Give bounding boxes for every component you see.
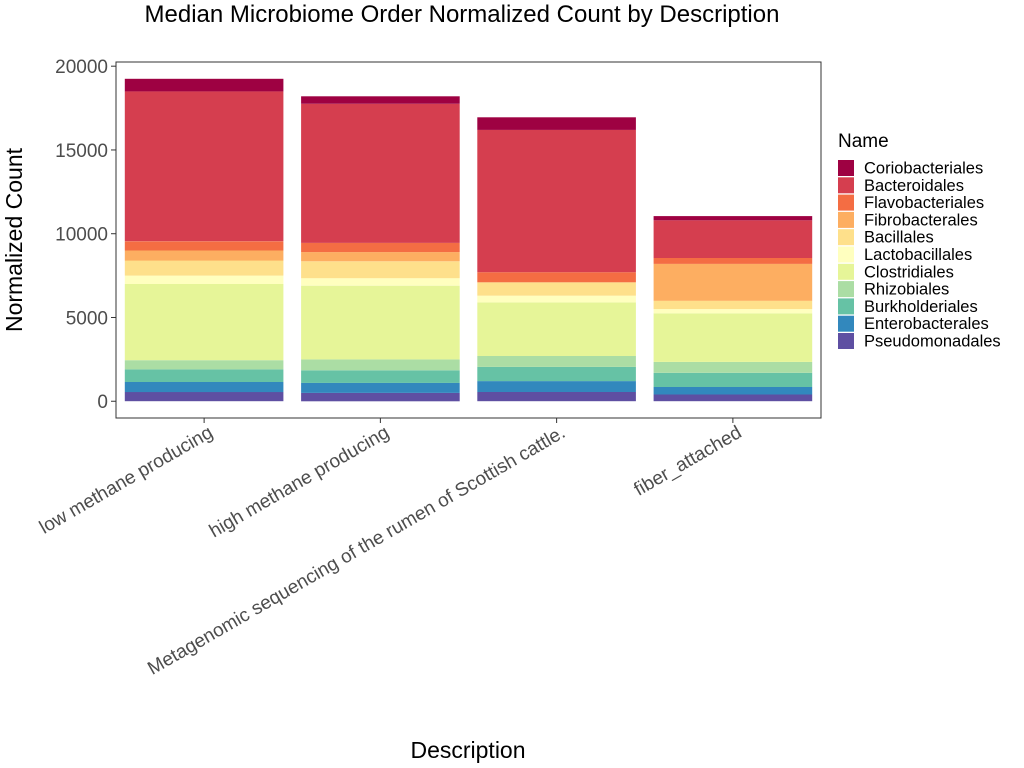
bar-segment-clostridiales-3	[477, 302, 636, 356]
y-tick-label: 20000	[55, 57, 108, 78]
legend-label: Pseudomonadales	[864, 333, 1001, 351]
legend-swatch	[838, 160, 854, 176]
legend-label: Fibrobacterales	[864, 211, 978, 229]
legend-label: Clostridiales	[864, 263, 954, 281]
bar-segment-flavobacterales-4	[653, 258, 813, 264]
legend-swatch	[838, 263, 854, 280]
legend-swatch	[838, 298, 854, 315]
legend-label: Lactobacillales	[864, 246, 972, 264]
x-tick-label: fiber_attached	[631, 422, 746, 500]
bar-segment-rhizobiales-2	[301, 359, 460, 371]
legend-swatch	[838, 333, 854, 349]
legend-swatch	[838, 177, 854, 194]
bar-segment-pseudomonadales-2	[301, 392, 460, 402]
bar-segment-coriobacteriales-4	[653, 216, 813, 221]
bar-segment-bacteroidales-3	[477, 129, 636, 273]
bar-segment-pseudomonadales-1	[124, 392, 284, 402]
y-tick-label: 15000	[55, 141, 108, 162]
legend-label: Flavobacteriales	[864, 194, 984, 212]
bar-segment-flavobacterales-2	[301, 242, 460, 253]
bar-segment-enterobacterales-3	[477, 381, 636, 392]
y-tick-label: 0	[97, 392, 108, 413]
legend-swatch	[838, 246, 854, 263]
bar-segment-bacteroidales-2	[301, 103, 460, 243]
bar-segment-bacteroidales-1	[124, 91, 284, 242]
bar-segment-rhizobiales-4	[653, 361, 813, 373]
bar-segment-pseudomonadales-3	[477, 392, 636, 402]
legend-label: Burkholderiales	[864, 298, 978, 316]
bar-segment-burkholderiales-1	[124, 369, 284, 382]
bar-segment-clostridiales-2	[301, 285, 460, 360]
legend-swatch	[838, 315, 854, 332]
bar-segment-coriobacteriales-1	[124, 78, 284, 92]
bar-segment-flavobacterales-3	[477, 272, 636, 283]
bar-segment-burkholderiales-4	[653, 372, 813, 387]
x-tick-label: high methane producing	[206, 422, 393, 542]
bar-segment-fibrobacterales-1	[124, 250, 284, 261]
y-axis: 0 5000 10000 15000 20000	[55, 57, 116, 413]
x-axis-title: Description	[410, 737, 525, 763]
bar-segment-coriobacteriales-2	[301, 96, 460, 104]
bar-segment-bacteroidales-4	[653, 220, 813, 258]
y-tick-label: 5000	[66, 308, 108, 329]
bar-segment-enterobacterales-4	[653, 387, 813, 395]
bar-segment-fibrobacterales-4	[653, 263, 813, 301]
bar-segment-coriobacteriales-3	[477, 117, 636, 130]
y-axis-title: Normalized Count	[1, 147, 27, 332]
bar-segment-fibrobacterales-2	[301, 252, 460, 262]
bar-segment-burkholderiales-3	[477, 366, 636, 382]
legend-label: Coriobacteriales	[864, 160, 983, 178]
bar-segment-bacillales-2	[301, 261, 460, 279]
bar-segment-bacillales-4	[653, 300, 813, 310]
bar-segment-lactobacillales-1	[124, 275, 284, 284]
bar-segment-pseudomonadales-4	[653, 394, 813, 402]
legend-title: Name	[838, 131, 889, 152]
bar-segment-bacillales-1	[124, 260, 284, 276]
legend-swatch	[838, 281, 854, 298]
y-tick-label: 10000	[55, 225, 108, 246]
legend-label: Bacteroidales	[864, 177, 964, 195]
bar-segment-lactobacillales-2	[301, 278, 460, 286]
chart-title: Median Microbiome Order Normalized Count…	[145, 1, 780, 28]
legend-swatch	[838, 211, 854, 228]
bar-segment-clostridiales-1	[124, 284, 284, 361]
bar-segment-rhizobiales-1	[124, 360, 284, 370]
legend-swatch	[838, 194, 854, 211]
bar-segment-clostridiales-4	[653, 313, 813, 362]
plot-panel-border	[115, 61, 822, 419]
bar-segment-flavobacterales-1	[124, 241, 284, 251]
bar-segment-bacillales-3	[477, 282, 636, 296]
legend-swatch	[838, 229, 854, 246]
legend: Name CoriobacterialesBacteroidalesFlavob…	[838, 131, 1001, 351]
bar-segment-burkholderiales-2	[301, 370, 460, 383]
legend-label: Enterobacterales	[864, 315, 989, 333]
bar-segment-lactobacillales-4	[653, 309, 813, 314]
legend-label: Bacillales	[864, 229, 934, 247]
bar-segment-lactobacillales-3	[477, 295, 636, 303]
bar-segment-enterobacterales-2	[301, 382, 460, 393]
bar-segment-enterobacterales-1	[124, 382, 284, 393]
legend-label: Rhizobiales	[864, 281, 949, 299]
bar-segment-rhizobiales-3	[477, 356, 636, 367]
x-tick-label: low methane producing	[36, 422, 217, 538]
bars-group	[124, 78, 813, 402]
